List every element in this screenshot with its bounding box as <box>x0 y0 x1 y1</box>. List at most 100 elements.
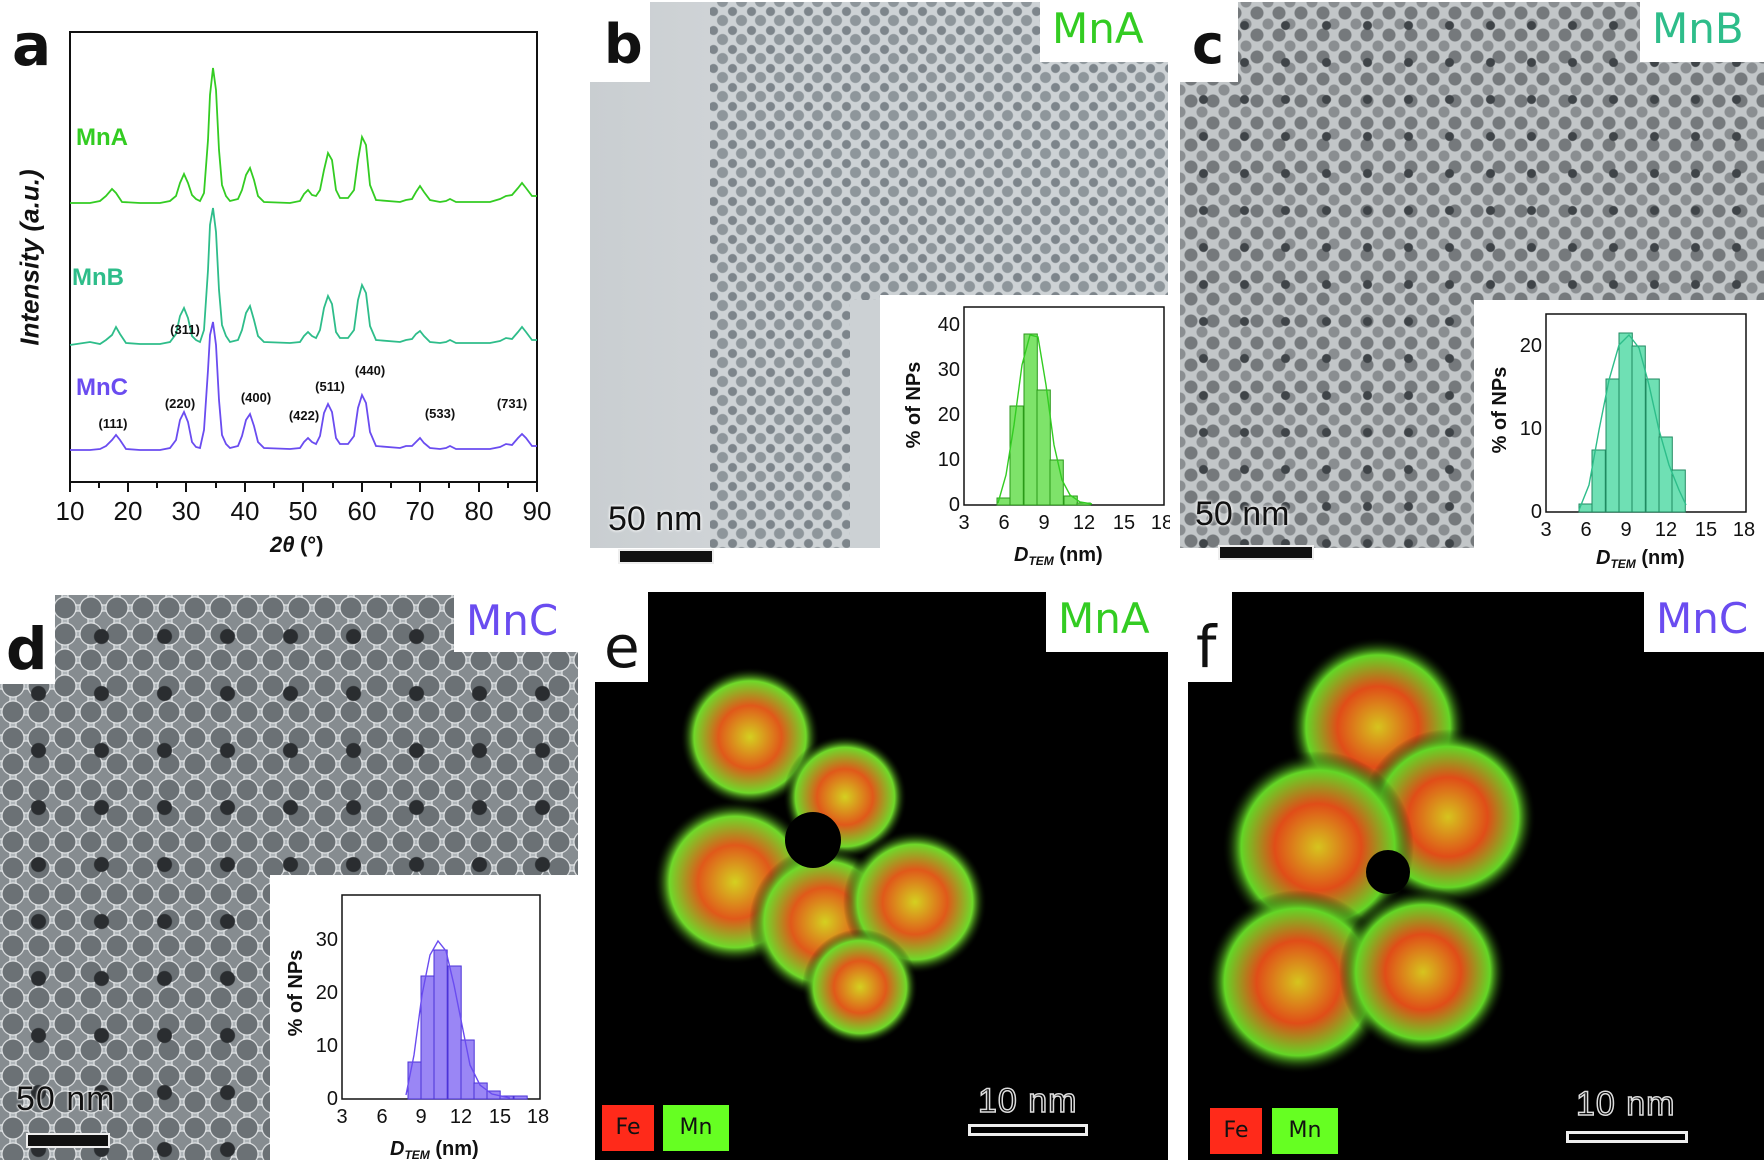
series-label-mnb: MnB <box>72 264 124 291</box>
legend-fe-f: Fe <box>1210 1108 1262 1154</box>
panel-letter-e: e <box>604 613 640 681</box>
panel-letter-f: f <box>1196 613 1217 681</box>
panel-d-letter-box <box>0 592 55 684</box>
trace-mna <box>70 67 537 204</box>
panel-f-letter-box <box>1188 590 1232 682</box>
svg-text:DTEM (nm): DTEM (nm) <box>1014 544 1103 568</box>
svg-text:0: 0 <box>1531 501 1542 523</box>
svg-text:50: 50 <box>289 496 318 526</box>
x-ticks <box>69 482 538 492</box>
svg-text:6: 6 <box>1580 519 1591 541</box>
svg-text:% of NPs: % of NPs <box>285 950 307 1037</box>
svg-text:10: 10 <box>316 1035 338 1057</box>
svg-text:10: 10 <box>938 449 960 471</box>
scale-bar-label-f: 10 nm <box>1575 1084 1676 1124</box>
scale-bar-label-b: 50 nm <box>608 500 703 538</box>
scale-bar-label-e: 10 nm <box>977 1081 1078 1121</box>
svg-text:40: 40 <box>938 314 960 336</box>
svg-text:12: 12 <box>450 1106 472 1128</box>
svg-text:30: 30 <box>938 359 960 381</box>
x-axis-label: 2θ (°) <box>269 532 323 557</box>
scale-bar-b <box>618 549 714 564</box>
scale-bar-f <box>1566 1131 1688 1143</box>
svg-text:(422): (422) <box>289 408 319 423</box>
svg-text:6: 6 <box>376 1106 387 1128</box>
svg-text:20: 20 <box>114 496 143 526</box>
svg-text:(111): (111) <box>99 416 128 431</box>
histogram-bars-b <box>996 333 1091 506</box>
svg-text:9: 9 <box>1038 512 1049 534</box>
svg-text:18: 18 <box>1733 519 1755 541</box>
panel-b-letter-box <box>590 0 650 82</box>
svg-text:20: 20 <box>938 404 960 426</box>
panel-letter-b: b <box>604 13 643 76</box>
sample-tag-mna-b: MnA <box>1040 0 1168 62</box>
svg-text:30: 30 <box>316 929 338 951</box>
panel-c-letter-box <box>1180 0 1238 82</box>
scale-bar-c <box>1218 545 1314 560</box>
legend-mn-e: Mn <box>663 1105 729 1151</box>
panel-e-letter-box <box>595 590 648 682</box>
svg-text:(731): (731) <box>497 396 527 411</box>
svg-text:(220): (220) <box>165 396 195 411</box>
svg-text:3: 3 <box>1540 519 1551 541</box>
scale-bar-e <box>968 1124 1088 1136</box>
svg-text:70: 70 <box>406 496 435 526</box>
svg-text:10: 10 <box>56 496 85 526</box>
svg-text:90: 90 <box>523 496 552 526</box>
panel-letter-d: d <box>6 615 48 683</box>
svg-text:3: 3 <box>958 512 969 534</box>
svg-text:(533): (533) <box>425 406 455 421</box>
svg-text:18: 18 <box>1151 512 1170 534</box>
svg-text:12: 12 <box>1655 519 1677 541</box>
trace-mnb <box>69 207 537 346</box>
svg-text:0: 0 <box>949 494 960 516</box>
svg-text:12: 12 <box>1073 512 1095 534</box>
sample-tag-mnc-f: MnC <box>1644 590 1764 652</box>
svg-text:DTEM (nm): DTEM (nm) <box>1596 547 1685 570</box>
sample-tag-mnb-c: MnB <box>1640 0 1764 62</box>
series-label-mnc: MnC <box>76 374 128 401</box>
svg-text:% of NPs: % of NPs <box>1489 367 1511 454</box>
svg-text:10: 10 <box>1520 418 1542 440</box>
histogram-bars-d <box>407 949 528 1100</box>
histogram-inset-d: 0 10 20 30 3 6 9 12 15 18 % of NPs DTEM … <box>270 875 578 1163</box>
histogram-bars-c <box>1578 332 1686 513</box>
svg-text:2θ: 2θ <box>269 532 295 557</box>
svg-text:% of NPs: % of NPs <box>903 362 925 449</box>
svg-text:80: 80 <box>465 496 494 526</box>
trace-mnc <box>70 321 537 451</box>
peak-labels: (111) (220) (311) (400) (422) (511) (440… <box>99 322 528 431</box>
sample-tag-mnc-d: MnC <box>454 592 578 652</box>
legend-mn-f: Mn <box>1272 1108 1338 1154</box>
svg-text:(°): (°) <box>300 532 323 557</box>
edx-map-mna <box>595 592 1168 1160</box>
svg-text:15: 15 <box>1113 512 1135 534</box>
panel-letter-a: a <box>12 11 52 79</box>
x-tick-labels: 10 20 30 40 50 60 70 80 90 <box>56 496 552 526</box>
panel-letter-c: c <box>1192 13 1225 76</box>
svg-text:6: 6 <box>998 512 1009 534</box>
svg-text:15: 15 <box>489 1106 511 1128</box>
svg-text:9: 9 <box>1620 519 1631 541</box>
histogram-inset-b: 0 10 20 30 40 3 6 9 12 15 18 % of NPs DT… <box>880 295 1173 570</box>
histogram-inset-c: 0 10 20 3 6 9 12 15 18 % of NPs DTEM (nm… <box>1474 300 1764 571</box>
xrd-chart: 10 20 30 40 50 60 70 80 90 2θ (°) MnA Mn… <box>56 31 552 557</box>
svg-text:0: 0 <box>327 1088 338 1110</box>
svg-text:20: 20 <box>316 982 338 1004</box>
scale-bar-d <box>26 1133 110 1148</box>
series-label-mna: MnA <box>76 124 128 151</box>
edx-map-mnc <box>1188 592 1764 1160</box>
svg-text:20: 20 <box>1520 335 1542 357</box>
scale-bar-label-d: 50 nm <box>16 1080 116 1118</box>
svg-text:(400): (400) <box>241 390 271 405</box>
svg-text:60: 60 <box>348 496 377 526</box>
histogram-c: 0 10 20 3 6 9 12 15 18 % of NPs DTEM (nm… <box>1489 313 1755 571</box>
svg-text:9: 9 <box>415 1106 426 1128</box>
tem-empty-region-b <box>590 2 710 548</box>
svg-text:30: 30 <box>172 496 201 526</box>
svg-text:18: 18 <box>527 1106 549 1128</box>
histogram-b: 0 10 20 30 40 3 6 9 12 15 18 % of NPs DT… <box>903 306 1173 568</box>
svg-text:3: 3 <box>336 1106 347 1128</box>
histogram-d: 0 10 20 30 3 6 9 12 15 18 % of NPs DTEM … <box>285 894 549 1162</box>
